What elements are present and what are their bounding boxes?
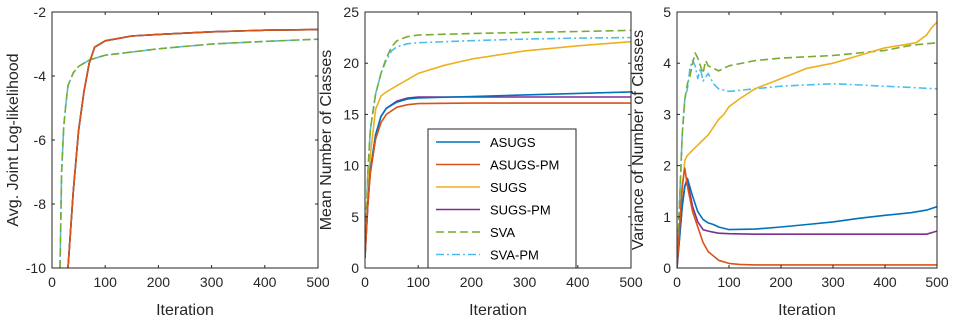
legend-label-sva-pm: SVA-PM — [490, 248, 539, 263]
y-tick-label: 4 — [663, 55, 671, 71]
panel-mean-classes: 0 100 200 300 400 500 0 5 10 15 20 25 Iteration Mean … — [318, 4, 643, 319]
x-tick-label: 400 — [873, 274, 897, 290]
x-tick-label: 200 — [147, 274, 171, 290]
y-tick-label: 5 — [351, 209, 359, 225]
y-tick-label: -8 — [34, 196, 47, 212]
y-axis-label: Variance of Number of Classes — [630, 30, 647, 250]
x-tick-label: 100 — [407, 274, 431, 290]
series-line-sva-pm — [59, 38, 318, 268]
x-tick-label: 0 — [673, 274, 681, 290]
legend-label-sva: SVA — [490, 225, 515, 240]
y-tick-label: -10 — [26, 260, 46, 276]
x-tick-label: 0 — [48, 274, 56, 290]
y-axis-label: Mean Number of Classes — [318, 50, 335, 231]
y-tick-label: 5 — [663, 4, 671, 20]
y-tick-label: 0 — [351, 260, 359, 276]
y-tick-label: 10 — [343, 158, 359, 174]
x-tick-label: 500 — [306, 274, 330, 290]
series-line-sugs — [677, 21, 937, 268]
series-line-sugs — [67, 28, 318, 268]
x-axis-label: Iteration — [156, 302, 214, 319]
panel-variance-classes: 0 100 200 300 400 500 0 1 2 3 4 5 Iteration Variance … — [630, 4, 949, 319]
x-tick-label: 300 — [200, 274, 224, 290]
x-axis-label: Iteration — [778, 302, 836, 319]
y-tick-label: 20 — [343, 55, 359, 71]
y-tick-label: 0 — [663, 260, 671, 276]
x-tick-label: 300 — [513, 274, 537, 290]
series-line-sugs-pm — [67, 28, 318, 268]
x-tick-label: 0 — [361, 274, 369, 290]
series-line-sva — [677, 41, 937, 268]
series-line-asugs-pm — [677, 167, 937, 268]
y-tick-label: -6 — [34, 132, 47, 148]
x-tick-label: 400 — [566, 274, 590, 290]
y-tick-label: -2 — [34, 4, 47, 20]
plot-frame — [676, 11, 938, 269]
y-tick-label: 15 — [343, 106, 359, 122]
y-tick-label: 25 — [343, 4, 359, 20]
series-line-sva — [365, 29, 631, 258]
series-line-sva-pm — [677, 59, 937, 268]
series-line-sugs — [365, 40, 631, 258]
legend-label-asugs: ASUGS — [490, 135, 536, 150]
x-tick-label: 100 — [94, 274, 118, 290]
legend-box — [427, 128, 577, 269]
legend-label-sugs-pm: SUGS-PM — [490, 203, 551, 218]
panel-log-likelihood: 0 100 200 300 400 500 -10 -8 -6 -4 -2 Iteration Avg.… — [5, 4, 330, 319]
plot-frame — [51, 11, 319, 269]
y-tick-label: 1 — [663, 209, 671, 225]
legend-label-sugs: SUGS — [490, 180, 527, 195]
x-tick-label: 200 — [460, 274, 484, 290]
y-tick-label: 3 — [663, 106, 671, 122]
x-tick-label: 100 — [717, 274, 741, 290]
y-tick-label: 2 — [663, 158, 671, 174]
x-tick-label: 500 — [925, 274, 949, 290]
x-tick-label: 300 — [821, 274, 845, 290]
series-line-asugs — [677, 177, 937, 268]
series-line-asugs — [67, 28, 318, 268]
x-axis-label: Iteration — [469, 302, 527, 319]
series-line-asugs-pm — [67, 28, 318, 268]
series-line-asugs-pm — [365, 102, 631, 258]
series-line-sva — [59, 38, 318, 268]
legend: ASUGS ASUGS-PM SUGS SUGS-PM SVA SVA-PM — [427, 128, 577, 269]
x-tick-label: 400 — [253, 274, 277, 290]
x-tick-label: 200 — [769, 274, 793, 290]
y-tick-label: -4 — [34, 68, 47, 84]
x-tick-label: 500 — [619, 274, 643, 290]
legend-label-asugs-pm: ASUGS-PM — [490, 158, 559, 173]
y-axis-label: Avg. Joint Log-likelihood — [5, 53, 22, 226]
